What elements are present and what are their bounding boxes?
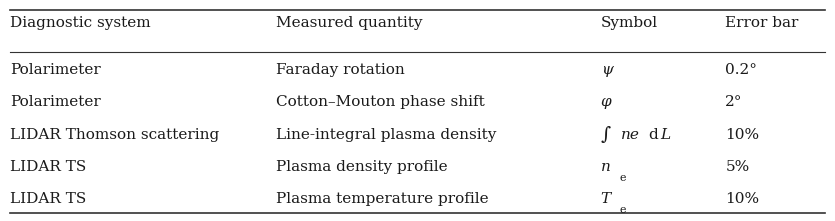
Text: Measured quantity: Measured quantity <box>276 16 423 30</box>
Text: ∫: ∫ <box>600 126 610 144</box>
Text: 0.2°: 0.2° <box>726 63 757 77</box>
Text: Diagnostic system: Diagnostic system <box>10 16 150 30</box>
Text: LIDAR Thomson scattering: LIDAR Thomson scattering <box>10 128 219 142</box>
Text: ψ: ψ <box>600 63 613 77</box>
Text: 2°: 2° <box>726 95 743 109</box>
Text: Polarimeter: Polarimeter <box>10 95 100 109</box>
Text: ne: ne <box>621 128 640 142</box>
Text: 10%: 10% <box>726 128 760 142</box>
Text: LIDAR TS: LIDAR TS <box>10 160 86 174</box>
Text: Plasma temperature profile: Plasma temperature profile <box>276 192 488 206</box>
Text: LIDAR TS: LIDAR TS <box>10 192 86 206</box>
Text: Plasma density profile: Plasma density profile <box>276 160 448 174</box>
Text: L: L <box>660 128 671 142</box>
Text: Faraday rotation: Faraday rotation <box>276 63 405 77</box>
Text: n: n <box>600 160 610 174</box>
Text: 10%: 10% <box>726 192 760 206</box>
Text: Error bar: Error bar <box>726 16 799 30</box>
Text: Line-integral plasma density: Line-integral plasma density <box>276 128 496 142</box>
Text: Symbol: Symbol <box>600 16 658 30</box>
Text: Polarimeter: Polarimeter <box>10 63 100 77</box>
Text: T: T <box>600 192 610 206</box>
Text: 5%: 5% <box>726 160 750 174</box>
Text: e: e <box>620 205 626 215</box>
Text: Cotton–Mouton phase shift: Cotton–Mouton phase shift <box>276 95 485 109</box>
Text: d: d <box>648 128 658 142</box>
Text: e: e <box>620 173 626 183</box>
Text: φ: φ <box>600 95 611 109</box>
